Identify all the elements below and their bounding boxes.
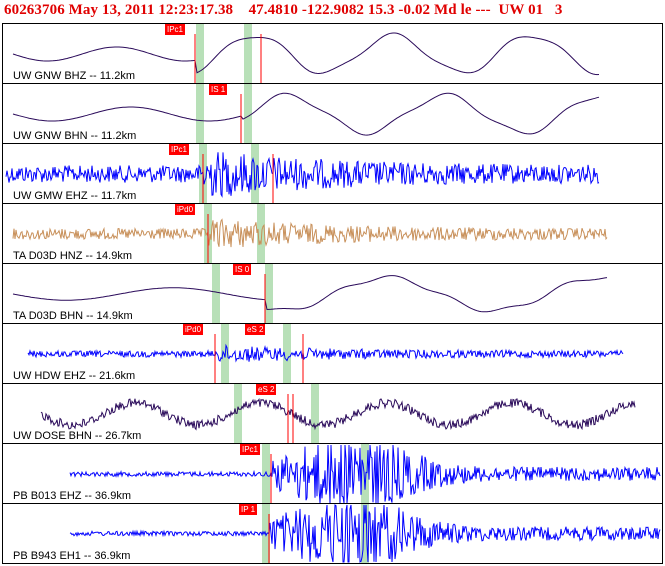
event-date: May 13, 2011 xyxy=(68,2,155,18)
phase-pick-label[interactable]: IP 1 xyxy=(239,504,258,515)
trace-panel[interactable]: IP 1 PB B943 EH1 -- 36.9km xyxy=(3,504,662,563)
station-label: UW DOSE BHN -- 26.7km xyxy=(13,430,142,442)
station-label: UW GMW EHZ -- 11.7km xyxy=(13,190,137,202)
phase-pick-label[interactable]: IPc1 xyxy=(165,24,186,35)
trace-waveform xyxy=(40,384,636,443)
waveform-line xyxy=(27,343,624,363)
trace-waveform xyxy=(69,504,661,563)
analysis-window xyxy=(196,84,204,143)
event-mag-type: Md xyxy=(434,2,457,18)
analysis-window xyxy=(311,384,319,443)
phase-pick-label[interactable]: IS 1 xyxy=(209,84,228,95)
phase-pick-label[interactable]: IPc1 xyxy=(169,144,190,155)
trace-panel[interactable]: IS 0 TA D03D BHN -- 14.9km xyxy=(3,264,662,324)
phase-pick-label[interactable]: iPd0 xyxy=(183,324,204,335)
waveform-line xyxy=(5,152,600,198)
trace-panel[interactable]: IPc1 PB B013 EHZ -- 36.9km xyxy=(3,444,662,504)
trace-waveform xyxy=(27,324,624,383)
station-label: TA D03D HNZ -- 14.9km xyxy=(13,250,132,262)
analysis-window xyxy=(257,204,265,263)
trace-waveform xyxy=(69,444,661,503)
event-version: 01 xyxy=(528,2,544,18)
event-id: 60263706 xyxy=(4,2,65,18)
trace-panel[interactable]: iPd0 TA D03D HNZ -- 14.9km xyxy=(3,204,662,264)
waveform-line xyxy=(12,275,608,313)
analysis-window xyxy=(234,384,242,443)
trace-panel[interactable]: IPc1 UW GMW EHZ -- 11.7km xyxy=(3,144,662,204)
phase-pick-label[interactable]: iPd0 xyxy=(175,204,196,215)
analysis-window xyxy=(361,444,369,503)
waveform-line xyxy=(40,397,636,431)
station-label: TA D03D BHN -- 14.9km xyxy=(13,310,133,322)
trace-panel[interactable]: eS 2 UW DOSE BHN -- 26.7km xyxy=(3,384,662,444)
phase-pick-label-secondary[interactable]: eS 2 xyxy=(245,324,266,335)
trace-waveform xyxy=(12,84,600,143)
analysis-window xyxy=(244,24,252,83)
analysis-window xyxy=(361,504,369,563)
analysis-window xyxy=(251,144,259,203)
event-time: 12:23:17.38 xyxy=(158,2,234,18)
event-flags: le --- xyxy=(460,2,491,18)
waveform-line xyxy=(12,92,600,136)
analysis-window xyxy=(265,264,273,323)
phase-pick-label[interactable]: eS 2 xyxy=(256,384,277,395)
trace-waveform xyxy=(12,24,600,83)
event-latitude: 47.4810 xyxy=(248,2,299,18)
trace-waveform xyxy=(12,264,608,323)
analysis-window xyxy=(212,264,220,323)
waveform-line xyxy=(12,218,608,248)
trace-panel[interactable]: IPc1 UW GNW BHZ -- 11.2km xyxy=(3,24,662,84)
trace-panel[interactable]: iPd0 eS 2 UW HDW EHZ -- 21.6km xyxy=(3,324,662,384)
analysis-window xyxy=(262,444,270,503)
waveform-line xyxy=(69,504,661,563)
event-header: 60263706 May 13, 2011 12:23:17.38 47.481… xyxy=(4,2,562,22)
event-longitude: -122.9082 xyxy=(301,2,365,18)
analysis-window xyxy=(244,84,252,143)
analysis-window xyxy=(196,24,204,83)
event-magnitude: -0.02 xyxy=(398,2,431,18)
trace-waveform xyxy=(5,144,600,203)
trace-panel[interactable]: IS 1 UW GNW BHN -- 11.2km xyxy=(3,84,662,144)
analysis-window xyxy=(262,504,270,563)
event-depth: 15.3 xyxy=(367,2,395,18)
station-label: UW GNW BHN -- 11.2km xyxy=(13,130,137,142)
event-network: UW xyxy=(498,2,525,18)
station-label: PB B013 EHZ -- 36.9km xyxy=(13,490,131,502)
station-label: UW GNW BHZ -- 11.2km xyxy=(13,70,136,82)
phase-pick-label[interactable]: IPc1 xyxy=(240,444,261,455)
analysis-window xyxy=(283,324,291,383)
phase-pick-label[interactable]: IS 0 xyxy=(233,264,252,275)
waveform-line xyxy=(69,444,661,503)
station-label: UW HDW EHZ -- 21.6km xyxy=(13,370,136,382)
waveform-line xyxy=(12,32,600,76)
station-label: PB B943 EH1 -- 36.9km xyxy=(13,550,131,562)
seismogram-frame: IPc1 UW GNW BHZ -- 11.2km IS 1 UW GNW BH… xyxy=(2,23,663,564)
trace-waveform xyxy=(12,204,608,263)
event-extra: 3 xyxy=(554,2,563,18)
